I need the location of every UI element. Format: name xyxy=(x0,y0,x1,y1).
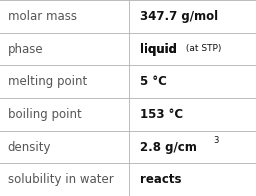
Text: solubility in water: solubility in water xyxy=(8,173,113,186)
Text: 2.8 g/cm: 2.8 g/cm xyxy=(140,141,196,153)
Text: reacts: reacts xyxy=(140,173,181,186)
Text: (at STP): (at STP) xyxy=(183,44,221,54)
Text: phase: phase xyxy=(8,43,43,55)
Text: liquid: liquid xyxy=(140,43,177,55)
Text: 153 °C: 153 °C xyxy=(140,108,183,121)
Text: liquid: liquid xyxy=(140,43,177,55)
Text: 5 °C: 5 °C xyxy=(140,75,166,88)
Text: melting point: melting point xyxy=(8,75,87,88)
Text: boiling point: boiling point xyxy=(8,108,81,121)
Text: 3: 3 xyxy=(214,136,219,145)
Text: molar mass: molar mass xyxy=(8,10,77,23)
Text: 347.7 g/mol: 347.7 g/mol xyxy=(140,10,218,23)
Text: density: density xyxy=(8,141,51,153)
